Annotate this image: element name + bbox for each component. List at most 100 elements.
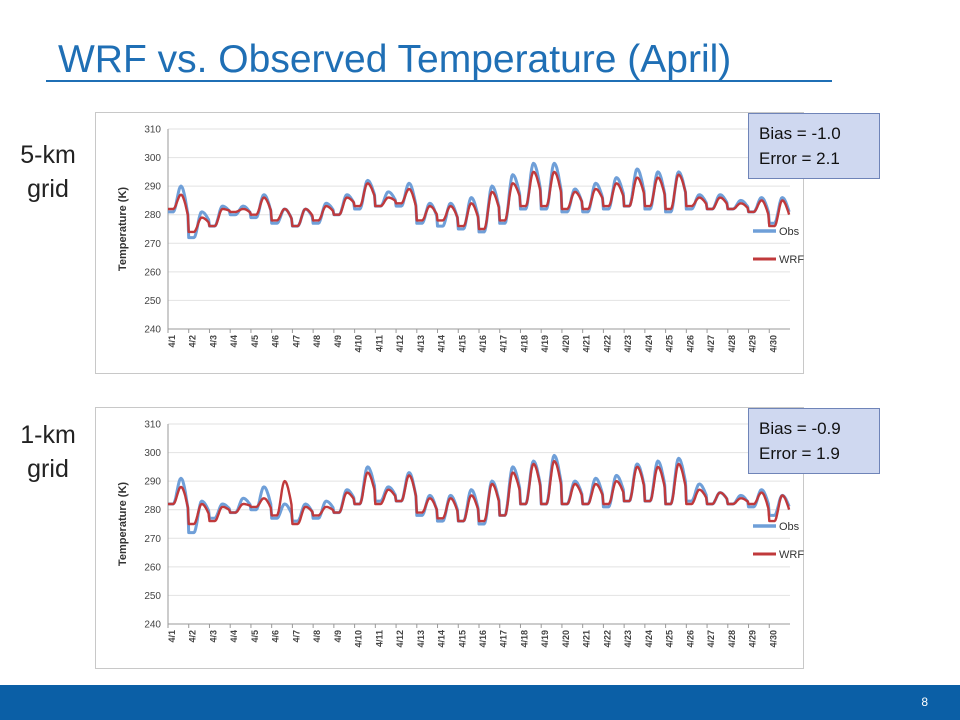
x-tick-label: 4/5 [250, 630, 260, 643]
x-tick-label: 4/2 [188, 630, 198, 643]
page-title: WRF vs. Observed Temperature (April) [58, 38, 732, 81]
x-tick-label: 4/22 [602, 630, 612, 648]
x-tick-label: 4/29 [748, 630, 758, 648]
footer-bar: 8 [0, 685, 960, 720]
x-tick-label: 4/9 [333, 630, 343, 643]
x-tick-label: 4/3 [208, 335, 218, 348]
x-tick-label: 4/16 [478, 335, 488, 353]
y-tick-label: 280 [144, 505, 161, 516]
x-tick-label: 4/30 [768, 630, 778, 648]
x-tick-label: 4/10 [354, 630, 364, 648]
x-tick-label: 4/26 [685, 335, 695, 353]
title-underline [46, 80, 832, 82]
y-tick-label: 310 [144, 420, 161, 431]
y-tick-label: 260 [144, 267, 161, 278]
y-axis-label: Temperature (K) [117, 482, 129, 566]
x-tick-label: 4/21 [582, 630, 592, 648]
x-tick-label: 4/22 [602, 335, 612, 353]
x-tick-label: 4/18 [519, 630, 529, 648]
x-tick-label: 4/25 [665, 630, 675, 648]
bias-label: Bias = -0.9 [759, 419, 841, 438]
x-tick-label: 4/17 [499, 335, 509, 353]
x-tick-label: 4/14 [437, 335, 447, 353]
error-label: Error = 2.1 [759, 149, 840, 168]
x-tick-label: 4/20 [561, 335, 571, 353]
x-tick-label: 4/12 [395, 630, 405, 648]
x-tick-label: 4/21 [582, 335, 592, 353]
chart-panel-5km: 240 250 260 270 280 290 300 310 Temperature (K) 4… [95, 112, 804, 374]
x-tick-label: 4/25 [665, 335, 675, 353]
grid-label-line1: 5-km [20, 141, 76, 169]
x-tick-label: 4/1 [167, 630, 177, 643]
x-tick-label: 4/15 [457, 630, 467, 648]
grid-label-1km: 1-km grid [6, 418, 90, 486]
x-tick-label: 4/13 [416, 335, 426, 353]
x-tick-label: 4/3 [208, 630, 218, 643]
y-tick-label: 300 [144, 153, 161, 164]
page-number: 8 [921, 695, 928, 709]
y-tick-label: 250 [144, 591, 161, 602]
grid-label-line1: 1-km [20, 421, 76, 449]
series-line-wrf [167, 170, 791, 234]
x-tick-label: 4/9 [333, 335, 343, 348]
x-tick-label: 4/26 [685, 630, 695, 648]
temperature-chart-5km: 240 250 260 270 280 290 300 310 Temperature (K) 4… [117, 125, 804, 353]
x-tick-label: 4/20 [561, 630, 571, 648]
legend-label: Obs [779, 521, 800, 533]
bias-label: Bias = -1.0 [759, 124, 841, 143]
x-tick-label: 4/4 [229, 335, 239, 348]
y-tick-label: 240 [144, 620, 161, 631]
x-tick-label: 4/11 [374, 335, 384, 352]
x-tick-label: 4/11 [374, 630, 384, 647]
y-tick-label: 280 [144, 210, 161, 221]
temperature-chart-1km: 240 250 260 270 280 290 300 310 Temperature (K) 4… [117, 420, 804, 648]
x-tick-label: 4/18 [519, 335, 529, 353]
grid-label-5km: 5-km grid [6, 138, 90, 206]
x-tick-label: 4/23 [623, 630, 633, 648]
x-tick-label: 4/2 [188, 335, 198, 348]
x-tick-label: 4/19 [540, 335, 550, 353]
y-tick-label: 240 [144, 325, 161, 336]
grid-label-line2: grid [27, 455, 69, 483]
y-tick-label: 260 [144, 562, 161, 573]
y-tick-label: 250 [144, 296, 161, 307]
stats-box-1km: Bias = -0.9 Error = 1.9 [748, 408, 880, 474]
x-tick-label: 4/17 [499, 630, 509, 648]
chart-panel-1km: 240 250 260 270 280 290 300 310 Temperature (K) 4… [95, 407, 804, 669]
x-tick-label: 4/27 [706, 335, 716, 353]
x-tick-label: 4/7 [291, 335, 301, 348]
grid-label-line2: grid [27, 175, 69, 203]
x-tick-label: 4/4 [229, 630, 239, 643]
x-tick-label: 4/27 [706, 630, 716, 648]
legend-label: WRF [779, 254, 804, 266]
x-tick-label: 4/28 [727, 335, 737, 353]
error-label: Error = 1.9 [759, 444, 840, 463]
y-tick-label: 290 [144, 477, 161, 488]
x-tick-label: 4/6 [271, 335, 281, 348]
legend-label: WRF [779, 549, 804, 561]
x-tick-label: 4/23 [623, 335, 633, 353]
x-tick-label: 4/6 [271, 630, 281, 643]
x-tick-label: 4/30 [768, 335, 778, 353]
y-tick-label: 290 [144, 182, 161, 193]
x-tick-label: 4/12 [395, 335, 405, 353]
y-tick-label: 270 [144, 239, 161, 250]
x-tick-label: 4/5 [250, 335, 260, 348]
y-tick-label: 300 [144, 448, 161, 459]
y-axis-label: Temperature (K) [117, 187, 129, 271]
x-tick-label: 4/7 [291, 630, 301, 643]
x-tick-label: 4/15 [457, 335, 467, 353]
x-tick-label: 4/24 [644, 630, 654, 648]
legend-label: Obs [779, 226, 800, 238]
x-tick-label: 4/29 [748, 335, 758, 353]
x-tick-label: 4/14 [437, 630, 447, 648]
y-tick-label: 310 [144, 125, 161, 136]
x-tick-label: 4/8 [312, 335, 322, 348]
stats-box-5km: Bias = -1.0 Error = 2.1 [748, 113, 880, 179]
x-tick-label: 4/13 [416, 630, 426, 648]
x-tick-label: 4/8 [312, 630, 322, 643]
series-line-wrf [167, 459, 791, 526]
x-tick-label: 4/24 [644, 335, 654, 353]
x-tick-label: 4/1 [167, 335, 177, 348]
y-tick-label: 270 [144, 534, 161, 545]
